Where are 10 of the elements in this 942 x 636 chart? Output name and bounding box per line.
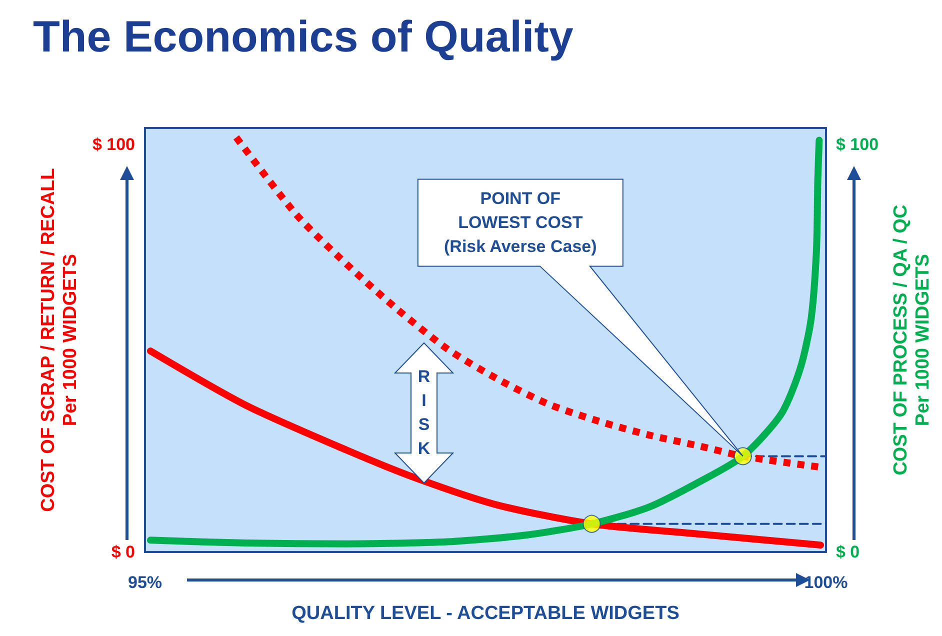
y2-tick-label: $ 100 [836, 134, 879, 154]
annotation: POINT OF LOWEST COST (Risk Averse Case) [443, 188, 598, 258]
x-tick-label: 95% [128, 573, 162, 592]
y-axis-title: COST OF SCRAP / RETURN / RECALL Per 1000 WIDGETS [38, 168, 82, 512]
annotation: RISK [417, 366, 431, 460]
x-tick-label: 100% [804, 573, 848, 592]
y2-tick-label: $ 0 [836, 542, 860, 562]
chart-title: The Economics of Quality [33, 12, 574, 62]
x-axis-title: QUALITY LEVEL - ACCEPTABLE WIDGETS [292, 603, 680, 624]
y2-axis-title: COST OF PROCESS / QA / QC Per 1000 WIDGETS [890, 204, 934, 476]
